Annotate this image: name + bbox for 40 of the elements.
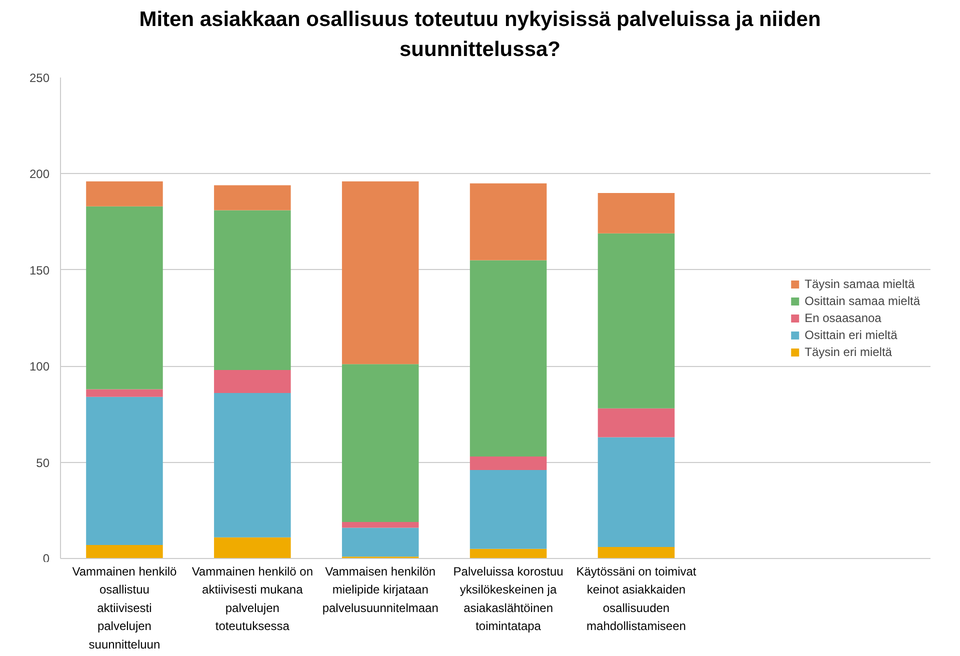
legend-label: En osaasanoa — [804, 310, 882, 324]
bar — [214, 393, 291, 538]
bar — [86, 545, 163, 558]
chart-title: Miten asiakkaan osallisuus toteutuu nykyisissä palveluissa ja niiden suunnittelussa? — [138, 7, 822, 63]
bar — [470, 548, 547, 558]
legend-label: Osittain eri mieltä — [804, 328, 898, 342]
bar — [342, 522, 419, 528]
legend-label: Täysin eri mieltä — [804, 344, 892, 358]
bar — [470, 456, 547, 470]
y-tick-label: 100 — [29, 360, 50, 374]
bar — [342, 181, 419, 364]
x-tick-label: Vammaisen henkilön mielipide kirjataan palvelusuunnitelmaan — [322, 564, 438, 615]
bar — [86, 389, 163, 397]
y-tick-label: 50 — [36, 456, 50, 470]
y-tick-label: 250 — [29, 71, 50, 85]
bar — [598, 192, 675, 234]
bar — [470, 183, 547, 260]
bar — [470, 260, 547, 457]
y-tick-label: 200 — [29, 167, 50, 182]
bar — [342, 364, 419, 522]
bar — [470, 470, 547, 549]
x-tick-label: Palveluissa korostuu yksilökeskeinen ja asiakaslähtöinen toimintatapa — [453, 564, 564, 634]
bar — [214, 537, 291, 558]
bar — [86, 181, 163, 206]
bar — [598, 546, 675, 558]
legend-label: Osittain samaa mieltä — [804, 294, 920, 308]
legend-label: Täysin samaa mieltä — [804, 276, 915, 290]
x-tick-label: Vammainen henkilö osallistuu aktiivisesti palvelujen suunnitteluun — [72, 564, 178, 652]
bar — [598, 408, 675, 438]
bar — [214, 370, 291, 394]
bar — [598, 437, 675, 547]
bar — [342, 528, 419, 557]
bar — [86, 396, 163, 546]
bar — [598, 233, 675, 408]
bar — [214, 185, 291, 210]
bar — [214, 210, 291, 370]
x-tick-label: Käytössäni on toimivat keinot asiakkaiden osallisuuden mahdollistamiseen — [576, 564, 697, 634]
x-tick-label: Vammainen henkilö on aktiivisesti mukana palvelujen toteutuksessa — [192, 564, 314, 634]
y-tick-label: 150 — [29, 263, 50, 278]
bar — [86, 206, 163, 390]
